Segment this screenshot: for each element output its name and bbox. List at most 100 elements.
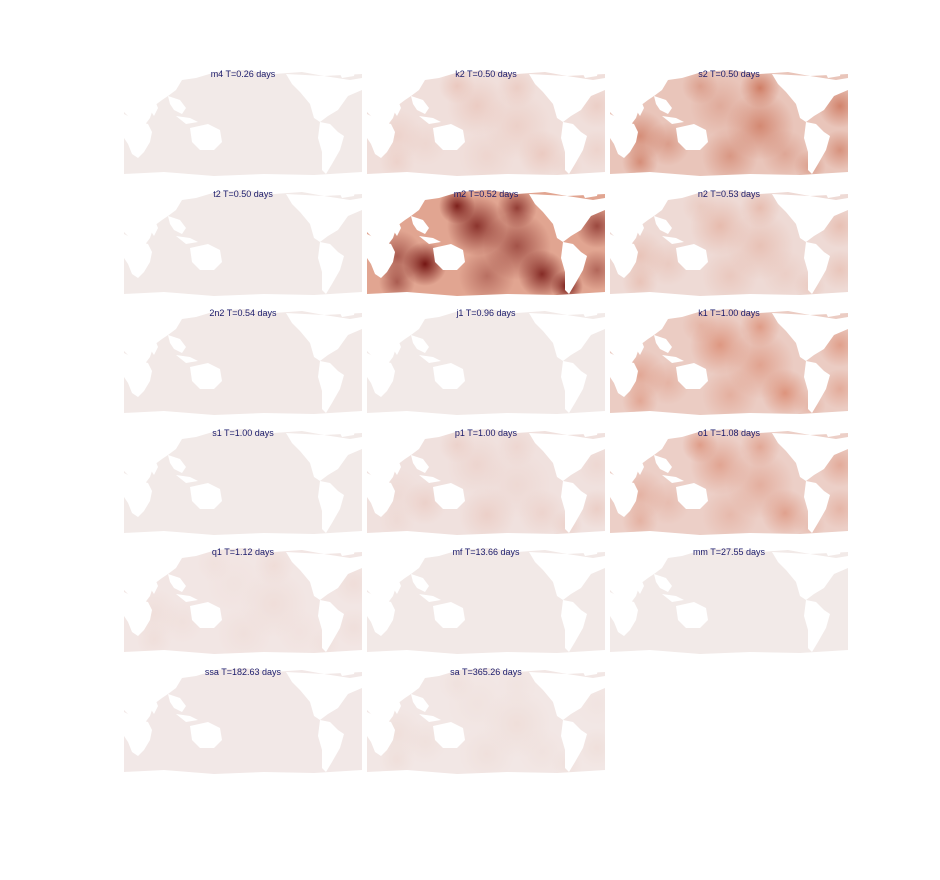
amplitude-region	[459, 487, 515, 539]
landmass	[662, 236, 684, 244]
amplitude-region	[740, 188, 780, 228]
world-map	[124, 425, 362, 539]
landmass	[367, 650, 605, 658]
landmass	[529, 552, 605, 600]
map-panel: q1 T=1.12 days	[124, 544, 362, 658]
landmass	[367, 305, 605, 365]
world-map	[610, 305, 848, 419]
landmass	[318, 481, 344, 533]
amplitude-region	[196, 546, 232, 582]
landmass	[772, 194, 848, 242]
landmass	[168, 96, 186, 114]
landmass	[144, 574, 158, 594]
landmass	[654, 96, 672, 114]
amplitude-region	[439, 427, 475, 463]
landmass	[336, 305, 356, 317]
landmass	[579, 66, 599, 78]
landmass	[367, 425, 605, 485]
landmass	[610, 473, 638, 517]
amplitude-region	[702, 128, 758, 180]
landmass	[190, 124, 222, 150]
amplitude-region	[459, 726, 515, 778]
map-panel: o1 T=1.08 days	[610, 425, 848, 539]
landmass	[124, 114, 152, 158]
landmass	[124, 186, 362, 246]
world-map	[124, 305, 362, 419]
world-map	[610, 66, 848, 180]
landmass	[433, 124, 465, 150]
landmass	[367, 544, 605, 604]
landmass	[529, 433, 605, 481]
landmass	[176, 475, 198, 483]
landmass	[124, 292, 362, 300]
landmass	[529, 313, 605, 361]
amplitude-region	[622, 144, 658, 180]
landmass	[387, 694, 401, 714]
landmass	[286, 313, 362, 361]
landmass	[387, 96, 401, 116]
landmass	[176, 355, 198, 363]
map-panel: m4 T=0.26 days	[124, 66, 362, 180]
landmass	[367, 592, 395, 636]
landmass	[318, 361, 344, 413]
landmass	[676, 363, 708, 389]
landmass	[654, 455, 672, 473]
landmass	[411, 335, 429, 353]
landmass	[561, 242, 587, 294]
landmass	[561, 481, 587, 533]
landmass	[124, 172, 362, 180]
landmass	[367, 531, 605, 539]
map-panel: k1 T=1.00 days	[610, 305, 848, 419]
landmass	[176, 236, 198, 244]
landmass	[579, 186, 599, 198]
landmass	[318, 720, 344, 772]
amplitude-region	[136, 622, 172, 658]
landmass	[336, 186, 356, 198]
landmass	[561, 600, 587, 652]
landmass	[610, 425, 848, 485]
landmass	[367, 770, 605, 778]
landmass	[610, 66, 848, 126]
landmass	[190, 483, 222, 509]
landmass	[367, 172, 605, 180]
landmass	[419, 355, 441, 363]
landmass	[367, 186, 605, 246]
landmass	[144, 96, 158, 116]
world-map	[367, 66, 605, 180]
landmass	[124, 66, 362, 126]
landmass	[367, 234, 395, 278]
landmass	[610, 650, 848, 658]
landmass	[168, 455, 186, 473]
landmass	[411, 455, 429, 473]
world-map	[610, 186, 848, 300]
landmass	[190, 363, 222, 389]
landmass	[630, 455, 644, 475]
landmass	[124, 650, 362, 658]
landmass	[124, 770, 362, 778]
map-panel: mf T=13.66 days	[367, 544, 605, 658]
landmass	[387, 574, 401, 594]
amplitude-region	[216, 606, 272, 658]
landmass	[124, 664, 362, 724]
world-map	[124, 66, 362, 180]
landmass	[610, 292, 848, 300]
landmass	[144, 216, 158, 236]
amplitude-region	[439, 188, 475, 224]
landmass	[772, 433, 848, 481]
landmass	[579, 664, 599, 676]
landmass	[662, 594, 684, 602]
landmass	[610, 353, 638, 397]
landmass	[662, 475, 684, 483]
landmass	[610, 114, 638, 158]
amplitude-region	[740, 307, 780, 347]
world-map	[367, 664, 605, 778]
amplitude-region	[740, 427, 780, 467]
landmass	[822, 66, 842, 78]
landmass	[804, 122, 830, 174]
landmass	[654, 574, 672, 592]
landmass	[822, 305, 842, 317]
amplitude-region	[439, 68, 475, 104]
landmass	[336, 66, 356, 78]
landmass	[144, 455, 158, 475]
landmass	[419, 714, 441, 722]
